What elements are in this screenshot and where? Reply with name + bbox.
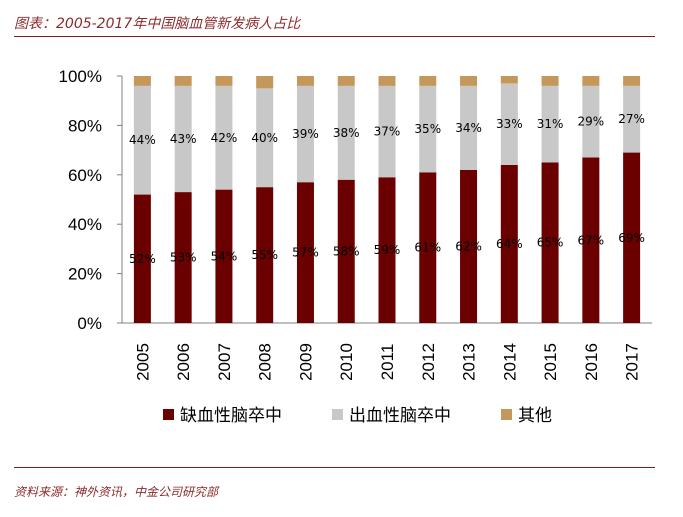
bar-segment-ischemic (215, 189, 233, 323)
data-label-ischemic: 57% (292, 246, 319, 260)
x-tick-label: 2006 (174, 343, 193, 381)
bar-segment-hemorrhagic (174, 85, 192, 193)
bar-segment-ischemic (378, 177, 396, 323)
bar-segment-other (215, 76, 233, 86)
data-label-ischemic: 53% (170, 251, 197, 265)
bar-segment-hemorrhagic (133, 85, 151, 195)
bar-segment-ischemic (296, 182, 314, 323)
y-tick-label: 20% (68, 265, 102, 284)
bar-segment-hemorrhagic (541, 85, 559, 163)
data-label-hemorrhagic: 44% (129, 133, 156, 147)
data-label-hemorrhagic: 39% (292, 127, 319, 141)
data-label-hemorrhagic: 33% (496, 117, 523, 131)
bar-segment-ischemic (337, 179, 355, 323)
x-tick-label: 2014 (500, 343, 519, 381)
bar-segment-hemorrhagic (460, 85, 478, 170)
bar-segment-hemorrhagic (215, 85, 233, 190)
legend-label: 其他 (518, 406, 552, 426)
bar-segment-hemorrhagic (419, 85, 437, 173)
bar-segment-other (500, 76, 518, 84)
data-label-ischemic: 54% (211, 249, 238, 263)
y-tick-label: 80% (68, 116, 102, 135)
bar-segment-other (378, 76, 396, 86)
stacked-bar-chart: 0% 20% 40% 60% 80% 100% 52% 44% 2005 53% 43% 2006 54… (58, 67, 652, 426)
bar-segment-ischemic (133, 194, 151, 323)
bar-segment-ischemic (460, 169, 478, 323)
bar-segment-ischemic (500, 164, 518, 323)
bar-segment-ischemic (174, 192, 192, 323)
legend-label: 缺血性脑卒中 (180, 406, 282, 426)
data-label-hemorrhagic: 38% (333, 126, 360, 140)
data-label-hemorrhagic: 27% (618, 112, 645, 126)
bar-segment-hemorrhagic (296, 85, 314, 183)
bar-segment-ischemic (256, 187, 274, 323)
x-tick-label: 2009 (296, 343, 315, 381)
bar-segment-ischemic (541, 162, 559, 323)
bar-segment-other (337, 76, 355, 86)
bar-segment-other (296, 76, 314, 86)
bar-segment-other (133, 76, 151, 86)
title-divider (14, 36, 655, 37)
bar-segment-hemorrhagic (500, 83, 518, 165)
bar-segment-other (623, 76, 641, 86)
data-label-ischemic: 67% (578, 233, 605, 247)
data-label-ischemic: 69% (618, 231, 645, 245)
x-tick-label: 2013 (460, 343, 479, 381)
y-tick-label: 100% (59, 67, 102, 86)
legend-swatch-other (501, 409, 512, 420)
legend-swatch-hemorrhagic (332, 409, 343, 420)
bar-segment-other (460, 76, 478, 86)
data-label-ischemic: 62% (455, 239, 482, 253)
x-tick-label: 2015 (541, 343, 560, 381)
bar-segment-ischemic (623, 152, 641, 323)
bar-segment-hemorrhagic (378, 85, 396, 178)
legend-label: 出血性脑卒中 (349, 406, 451, 426)
data-label-ischemic: 59% (374, 243, 401, 257)
data-label-ischemic: 64% (496, 237, 523, 251)
data-label-ischemic: 65% (537, 236, 564, 250)
y-tick-label: 40% (68, 215, 102, 234)
data-label-hemorrhagic: 34% (455, 121, 482, 135)
data-label-hemorrhagic: 43% (170, 132, 197, 146)
data-label-ischemic: 61% (414, 241, 441, 255)
bar-segment-other (174, 76, 192, 86)
bar-segment-other (582, 76, 600, 86)
x-tick-label: 2017 (623, 343, 642, 381)
data-label-hemorrhagic: 40% (251, 131, 278, 145)
legend-swatch-ischemic (163, 409, 174, 420)
bar-segment-hemorrhagic (256, 88, 274, 188)
data-label-hemorrhagic: 37% (374, 125, 401, 139)
data-label-hemorrhagic: 29% (578, 115, 605, 129)
y-tick-label: 0% (77, 314, 102, 333)
x-tick-label: 2010 (337, 343, 356, 381)
x-tick-label: 2008 (256, 343, 275, 381)
data-label-hemorrhagic: 42% (211, 131, 238, 145)
data-label-hemorrhagic: 35% (414, 122, 441, 136)
bar-segment-hemorrhagic (623, 85, 641, 153)
bar-segment-ischemic (582, 157, 600, 323)
data-label-hemorrhagic: 31% (537, 117, 564, 131)
data-label-ischemic: 52% (129, 252, 156, 266)
x-tick-label: 2005 (133, 343, 152, 381)
bar-segment-hemorrhagic (337, 85, 355, 180)
data-label-ischemic: 55% (251, 248, 278, 262)
bar-segment-ischemic (419, 172, 437, 323)
y-tick-label: 60% (68, 166, 102, 185)
bar-segment-other (256, 76, 274, 89)
bar-segment-other (541, 76, 559, 86)
x-tick-label: 2012 (419, 343, 438, 381)
source-note: 资料来源：神外资讯，中金公司研究部 (14, 485, 219, 499)
source-divider (14, 467, 655, 468)
bar-segment-other (419, 76, 437, 86)
data-label-ischemic: 58% (333, 244, 360, 258)
x-tick-label: 2007 (215, 343, 234, 381)
x-tick-label: 2011 (378, 344, 397, 381)
chart-title: 图表：2005-2017年中国脑血管新发病人占比 (14, 16, 301, 32)
bar-segment-hemorrhagic (582, 85, 600, 158)
x-tick-label: 2016 (582, 343, 601, 381)
